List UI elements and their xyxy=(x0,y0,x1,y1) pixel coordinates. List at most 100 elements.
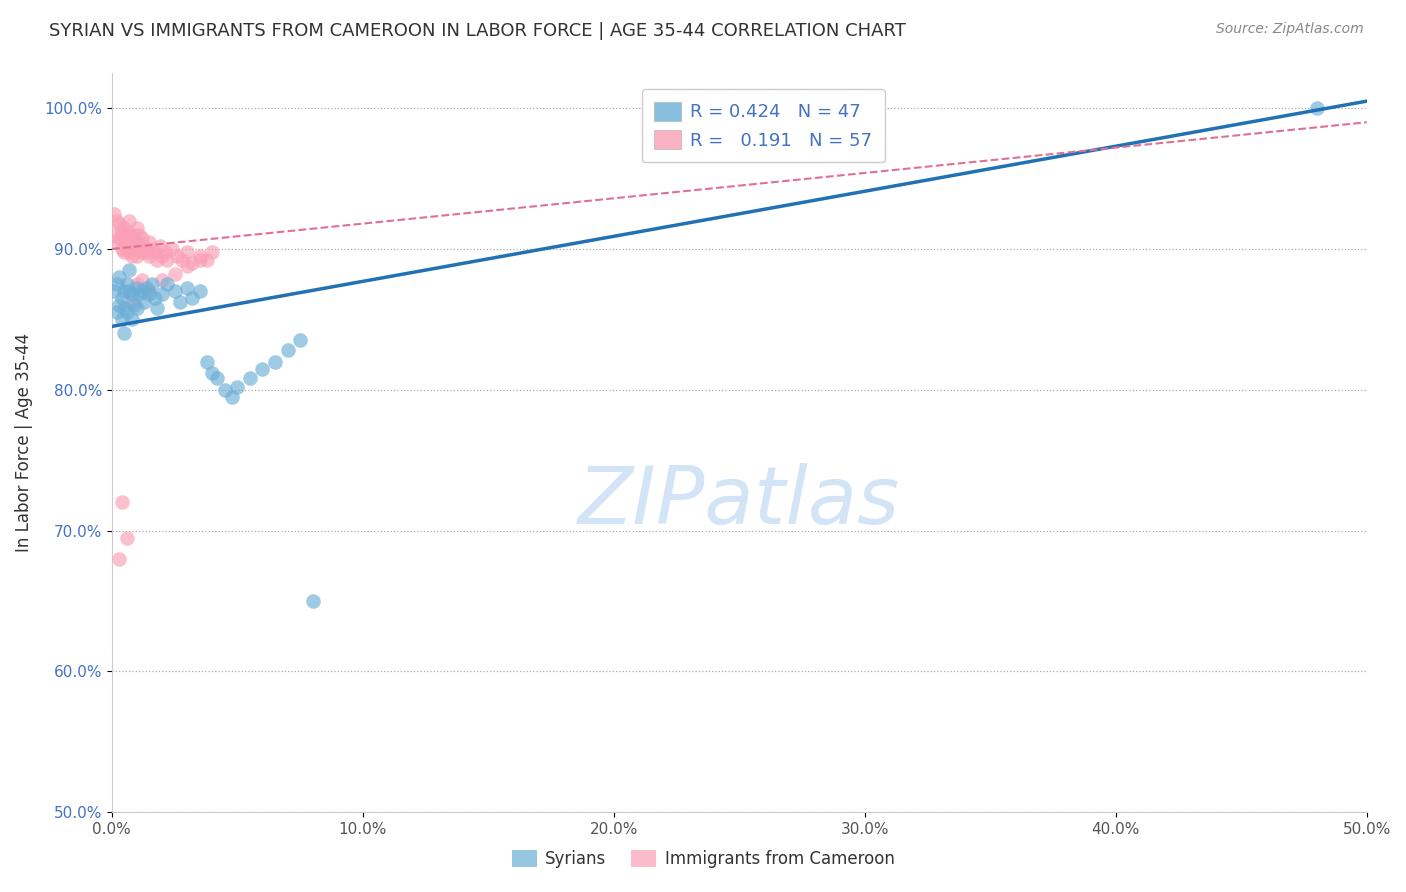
Point xyxy=(111,225,134,239)
Point xyxy=(112,301,135,315)
Point xyxy=(111,242,134,256)
Text: SYRIAN VS IMMIGRANTS FROM CAMEROON IN LABOR FORCE | AGE 35-44 CORRELATION CHART: SYRIAN VS IMMIGRANTS FROM CAMEROON IN LA… xyxy=(49,22,905,40)
Point xyxy=(125,301,148,315)
Point xyxy=(121,287,143,301)
Point xyxy=(112,230,135,244)
Point xyxy=(277,343,299,358)
Point xyxy=(103,227,125,242)
Point xyxy=(1305,101,1327,115)
Point xyxy=(131,284,153,298)
Point xyxy=(136,244,159,259)
Point xyxy=(124,298,146,312)
Point xyxy=(146,253,169,268)
Point xyxy=(118,263,141,277)
Point xyxy=(143,291,166,305)
Point xyxy=(160,242,183,256)
Point xyxy=(111,291,134,305)
Point xyxy=(252,361,274,376)
Point xyxy=(131,230,153,244)
Point xyxy=(131,244,153,259)
Point xyxy=(195,354,218,368)
Point xyxy=(134,239,156,253)
Point xyxy=(112,244,135,259)
Point xyxy=(221,390,243,404)
Point xyxy=(121,295,143,310)
Point xyxy=(108,230,131,244)
Point xyxy=(176,244,198,259)
Point xyxy=(207,371,229,385)
Point xyxy=(112,284,135,298)
Point xyxy=(301,594,323,608)
Point xyxy=(264,354,287,368)
Point xyxy=(214,383,236,397)
Point xyxy=(181,291,204,305)
Point xyxy=(111,495,134,509)
Point xyxy=(166,249,188,263)
Point xyxy=(112,326,135,341)
Point xyxy=(172,253,194,268)
Point xyxy=(128,287,150,301)
Point xyxy=(118,227,141,242)
Point xyxy=(201,244,224,259)
Point xyxy=(108,270,131,285)
Point xyxy=(108,217,131,231)
Point xyxy=(141,242,163,256)
Point xyxy=(115,305,138,319)
Point xyxy=(181,256,204,270)
Point xyxy=(150,249,173,263)
Point xyxy=(163,268,186,282)
Point xyxy=(176,281,198,295)
Legend: R = 0.424   N = 47, R =   0.191   N = 57: R = 0.424 N = 47, R = 0.191 N = 57 xyxy=(641,89,884,162)
Point xyxy=(156,253,179,268)
Point xyxy=(124,242,146,256)
Point xyxy=(163,284,186,298)
Point xyxy=(153,244,176,259)
Point xyxy=(105,235,128,249)
Point xyxy=(118,244,141,259)
Point xyxy=(111,312,134,326)
Point xyxy=(121,249,143,263)
Point xyxy=(125,235,148,249)
Point xyxy=(195,253,218,268)
Point xyxy=(169,295,191,310)
Point xyxy=(108,298,131,312)
Point xyxy=(118,284,141,298)
Point xyxy=(141,277,163,292)
Point xyxy=(176,259,198,273)
Text: ZIPatlas: ZIPatlas xyxy=(578,463,900,541)
Point xyxy=(118,214,141,228)
Point xyxy=(108,551,131,566)
Point xyxy=(138,235,160,249)
Point xyxy=(138,284,160,298)
Point xyxy=(226,380,249,394)
Point xyxy=(115,225,138,239)
Point xyxy=(124,227,146,242)
Point xyxy=(188,249,211,263)
Point xyxy=(105,305,128,319)
Point xyxy=(125,277,148,292)
Point xyxy=(188,253,211,268)
Point xyxy=(148,239,170,253)
Point xyxy=(115,242,138,256)
Point xyxy=(105,277,128,292)
Point xyxy=(239,371,262,385)
Point xyxy=(131,273,153,287)
Point xyxy=(138,287,160,301)
Point xyxy=(105,214,128,228)
Point xyxy=(112,220,135,235)
Point xyxy=(125,249,148,263)
Point xyxy=(201,366,224,380)
Legend: Syrians, Immigrants from Cameroon: Syrians, Immigrants from Cameroon xyxy=(505,843,901,875)
Point xyxy=(156,277,179,292)
Point xyxy=(288,334,311,348)
Point xyxy=(150,273,173,287)
Point xyxy=(103,284,125,298)
Point xyxy=(143,244,166,259)
Point xyxy=(125,281,148,295)
Point xyxy=(115,531,138,545)
Point xyxy=(138,249,160,263)
Y-axis label: In Labor Force | Age 35-44: In Labor Force | Age 35-44 xyxy=(15,333,32,552)
Point xyxy=(146,301,169,315)
Point xyxy=(125,220,148,235)
Point xyxy=(115,277,138,292)
